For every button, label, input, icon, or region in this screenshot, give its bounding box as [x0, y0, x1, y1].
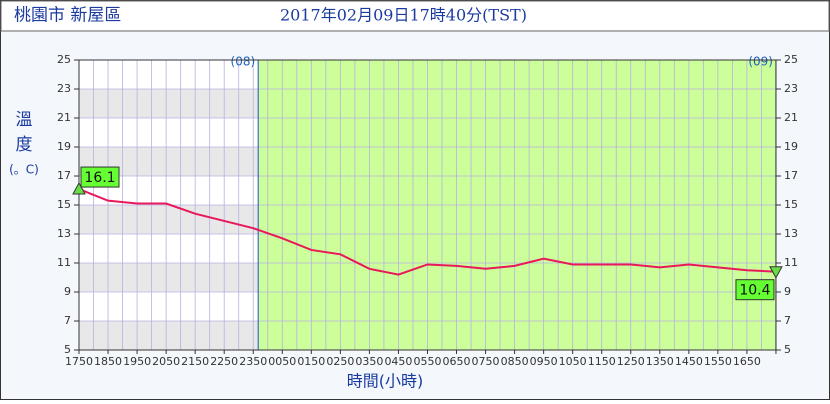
y-axis-title: 度: [16, 135, 33, 155]
value-label-box: [735, 279, 775, 301]
y-tick-label: 21: [57, 111, 71, 124]
x-tick-label: 0550: [413, 355, 441, 368]
x-tick-label: 2250: [210, 355, 238, 368]
y2-tick-label: 15: [784, 198, 798, 211]
x-tick-label: 0050: [268, 355, 296, 368]
value-label: 16.1: [84, 170, 115, 186]
x-tick-label: 2050: [152, 355, 180, 368]
y2-tick-label: 5: [784, 343, 791, 356]
x-tick-label: 1650: [733, 355, 761, 368]
x-tick-label: 0350: [355, 355, 383, 368]
y2-tick-label: 19: [784, 140, 798, 153]
y2-tick-label: 9: [784, 285, 791, 298]
y-tick-label: 19: [57, 140, 71, 153]
location: 桃園市 新屋區: [14, 6, 121, 26]
y2-tick-label: 13: [784, 227, 798, 240]
x-tick-label: 1150: [588, 355, 616, 368]
y2-tick-label: 11: [784, 256, 798, 269]
value-label-box: [80, 166, 120, 188]
y-tick-label: 25: [57, 53, 71, 66]
header: [0, 0, 830, 32]
day-label: (09): [748, 55, 773, 69]
value-label: 10.4: [739, 283, 770, 299]
y-axis-title: (。C): [9, 163, 39, 177]
x-tick-label: 1850: [94, 355, 122, 368]
y-tick-label: 9: [64, 285, 71, 298]
end-marker: [72, 182, 86, 195]
x-tick-label: 0850: [501, 355, 529, 368]
end-marker: [769, 266, 783, 279]
y-tick-label: 11: [57, 256, 71, 269]
y2-tick-label: 17: [784, 169, 798, 182]
x-tick-label: 1250: [617, 355, 645, 368]
y2-tick-label: 21: [784, 111, 798, 124]
y-tick-label: 7: [64, 314, 71, 327]
x-tick-label: 1450: [675, 355, 703, 368]
x-tick-label: 1550: [704, 355, 732, 368]
x-tick-label: 1050: [559, 355, 587, 368]
day-label: (08): [231, 55, 256, 69]
x-tick-label: 1750: [65, 355, 93, 368]
x-tick-label: 0250: [326, 355, 354, 368]
y-tick-label: 17: [57, 169, 71, 182]
x-tick-label: 2350: [239, 355, 267, 368]
chart-title: 2017年02月09日17時40分(TST): [280, 6, 527, 25]
y-tick-label: 13: [57, 227, 71, 240]
x-tick-label: 2150: [181, 355, 209, 368]
y2-tick-label: 25: [784, 53, 798, 66]
x-tick-label: 0750: [472, 355, 500, 368]
temperature-line: [78, 188, 777, 276]
y-tick-label: 15: [57, 198, 71, 211]
x-axis-title: 時間(小時): [347, 372, 424, 391]
y-tick-label: 5: [64, 343, 71, 356]
y2-tick-label: 7: [784, 314, 791, 327]
y-tick-label: 23: [57, 82, 71, 95]
x-tick-label: 0950: [530, 355, 558, 368]
x-tick-label: 1950: [123, 355, 151, 368]
x-tick-label: 0450: [384, 355, 412, 368]
y2-tick-label: 23: [784, 82, 798, 95]
y-axis-title: 溫: [16, 110, 33, 130]
x-tick-label: 1350: [646, 355, 674, 368]
x-tick-label: 0650: [443, 355, 471, 368]
x-tick-label: 0150: [297, 355, 325, 368]
